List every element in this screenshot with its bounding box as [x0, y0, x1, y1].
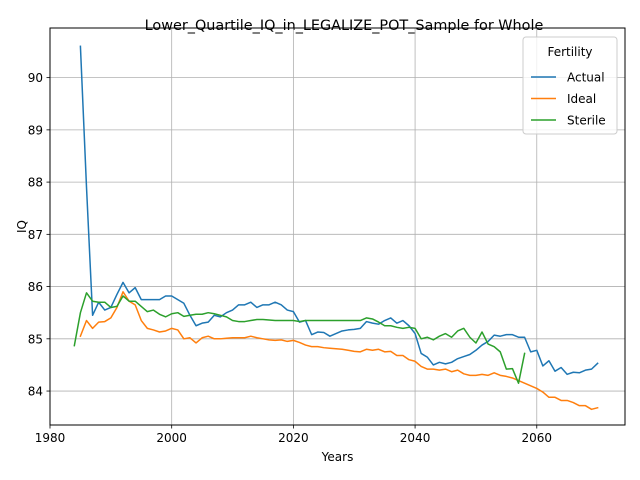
series-line-ideal: [79, 291, 599, 411]
axis-ticks: 1980 2000 2020 2040 2060 84 85 86 87 88 89 90: [28, 71, 552, 445]
series-line-sterile: [73, 292, 526, 384]
x-tick-label: 2020: [278, 431, 309, 445]
series-lines: [73, 45, 599, 411]
chart-title: Lower_Quartile_IQ_in_LEGALIZE_POT_Sample…: [145, 18, 544, 34]
y-tick-label: 88: [28, 176, 43, 190]
legend: Fertility Actual Ideal Sterile: [522, 36, 618, 135]
legend-title: Fertility: [547, 45, 592, 59]
y-tick-label: 84: [28, 385, 43, 399]
x-tick-label: 2040: [400, 431, 431, 445]
y-tick-label: 89: [28, 123, 43, 137]
legend-label-sterile: Sterile: [567, 114, 606, 128]
y-tick-label: 85: [28, 332, 43, 346]
plot-frame: [49, 27, 626, 426]
x-tick-label: 2060: [521, 431, 552, 445]
x-tick-label: 2000: [156, 431, 187, 445]
y-tick-label: 86: [28, 280, 43, 294]
y-axis-label: IQ: [15, 220, 29, 233]
x-tick-label: 1980: [35, 431, 66, 445]
y-tick-label: 87: [28, 228, 43, 242]
y-tick-label: 90: [28, 71, 43, 85]
x-axis-label: Years: [321, 450, 354, 464]
legend-label-actual: Actual: [567, 71, 605, 85]
legend-label-ideal: Ideal: [567, 92, 596, 106]
legend-box: [522, 36, 618, 135]
series-line-actual: [79, 45, 599, 376]
